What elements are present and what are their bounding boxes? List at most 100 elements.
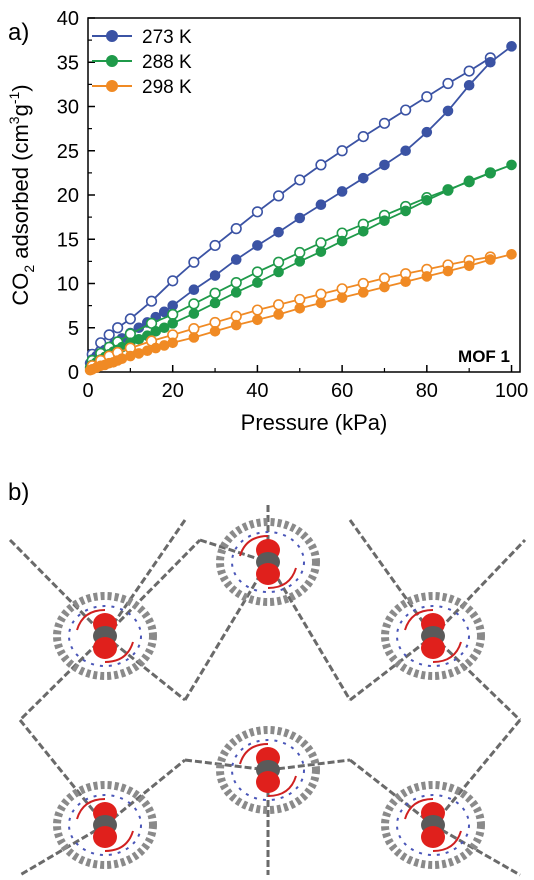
framework-link xyxy=(184,758,269,772)
desorption-point xyxy=(272,256,285,268)
x-tick-label: 60 xyxy=(331,380,353,402)
co2-oxygen-atom xyxy=(256,563,280,585)
adsorption-point xyxy=(357,172,369,184)
pore-nitrogen-ring xyxy=(231,739,305,801)
desorption-point xyxy=(294,174,306,186)
y-label-sub: 2 xyxy=(21,265,37,273)
panel-b-label: b) xyxy=(8,479,29,506)
crystal-structure-image xyxy=(8,505,527,877)
adsorption-point xyxy=(158,322,170,334)
desorption-point xyxy=(209,287,221,299)
adsorption-point xyxy=(442,185,454,196)
pore-oxygen-arc xyxy=(239,535,297,589)
pore-oxygen-arc xyxy=(239,743,297,797)
framework-link xyxy=(19,823,106,877)
x-tick-label: 80 xyxy=(416,380,438,402)
desorption-point xyxy=(124,328,136,340)
adsorption-point xyxy=(273,226,284,238)
desorption-point xyxy=(167,275,179,287)
adsorption-point xyxy=(485,254,496,265)
adsorption-point xyxy=(209,297,221,309)
legend-label: 273 K xyxy=(142,27,192,48)
adsorption-point xyxy=(209,270,221,281)
desorption-point xyxy=(145,295,158,307)
adsorption-point xyxy=(252,314,263,326)
desorption-point xyxy=(442,77,454,90)
adsorption-point xyxy=(294,302,306,314)
pore-node xyxy=(381,592,485,680)
y-label-mid: adsorbed (cm xyxy=(8,124,33,265)
panel-a-label: a) xyxy=(8,19,29,46)
y-tick-label: 0 xyxy=(68,362,79,384)
adsorption-point xyxy=(230,319,242,331)
y-tick-label: 35 xyxy=(57,52,79,74)
mof-annotation: MOF 1 xyxy=(458,347,510,366)
y-tick-label: 20 xyxy=(57,185,79,207)
framework-link xyxy=(431,719,522,826)
pore-nitrogen-ring xyxy=(396,794,470,856)
pore-oxygen-arc xyxy=(404,609,462,663)
framework-link xyxy=(183,561,270,701)
y-label-sup1: 3 xyxy=(6,116,22,124)
adsorption-point xyxy=(463,175,475,187)
adsorption-point xyxy=(357,287,369,298)
adsorption-point xyxy=(506,159,517,171)
series-layer xyxy=(84,41,517,376)
desorption-point xyxy=(336,283,348,295)
desorption-point xyxy=(378,117,391,129)
pore-ring xyxy=(381,781,485,869)
adsorption-point xyxy=(188,308,200,319)
y-tick-label: 25 xyxy=(57,141,79,163)
pore-nitrogen-ring xyxy=(231,531,305,593)
desorption-point xyxy=(336,145,348,157)
co2-oxygen-atom xyxy=(93,826,117,848)
adsorption-point xyxy=(336,186,348,197)
pore-nitrogen-ring xyxy=(68,605,142,667)
pore-node xyxy=(216,518,320,606)
framework-link xyxy=(267,758,351,772)
framework-link xyxy=(432,823,521,877)
desorption-point xyxy=(230,277,242,289)
desorption-point xyxy=(357,277,369,290)
desorption-point xyxy=(230,223,242,235)
x-axis-ticks: 0 20 40 60 80 100 xyxy=(82,365,528,402)
pore-oxygen-arc xyxy=(76,609,134,663)
pore-ring xyxy=(381,592,485,680)
y-tick-label: 15 xyxy=(57,229,79,251)
co2-oxygen-atom xyxy=(421,826,445,848)
legend-marker xyxy=(106,80,118,92)
adsorption-point xyxy=(315,246,327,257)
desorption-point xyxy=(463,65,475,77)
adsorption-point xyxy=(167,318,179,329)
framework-link xyxy=(348,519,435,637)
pore-ring xyxy=(53,592,157,680)
desorption-point xyxy=(251,304,264,316)
adsorption-point xyxy=(485,167,496,179)
x-tick-label: 100 xyxy=(495,380,528,402)
x-axis-label: Pressure (kPa) xyxy=(241,410,388,435)
adsorption-point xyxy=(188,332,200,343)
legend-marker xyxy=(106,30,118,42)
adsorption-point xyxy=(379,159,390,171)
pore-nitrogen-ring xyxy=(396,605,470,667)
adsorption-point xyxy=(485,56,496,68)
adsorption-point xyxy=(400,145,411,157)
desorption-point xyxy=(209,316,221,329)
desorption-line xyxy=(91,256,491,367)
y-axis-label: CO2 adsorbed (cm3g-1) xyxy=(6,84,37,305)
adsorption-point xyxy=(336,235,348,247)
adsorption-point xyxy=(188,284,200,295)
adsorption-point xyxy=(379,215,390,226)
adsorption-point xyxy=(421,271,433,282)
x-tick-label: 0 xyxy=(82,380,93,402)
adsorption-point xyxy=(400,205,411,217)
pore-ring xyxy=(53,781,157,869)
framework-link xyxy=(103,538,202,638)
adsorption-point xyxy=(463,260,475,272)
co2-oxygen-atom xyxy=(421,637,445,659)
desorption-point xyxy=(188,323,200,335)
framework-link xyxy=(104,758,186,827)
y-label-co: CO xyxy=(8,273,33,306)
framework-link xyxy=(18,634,107,722)
